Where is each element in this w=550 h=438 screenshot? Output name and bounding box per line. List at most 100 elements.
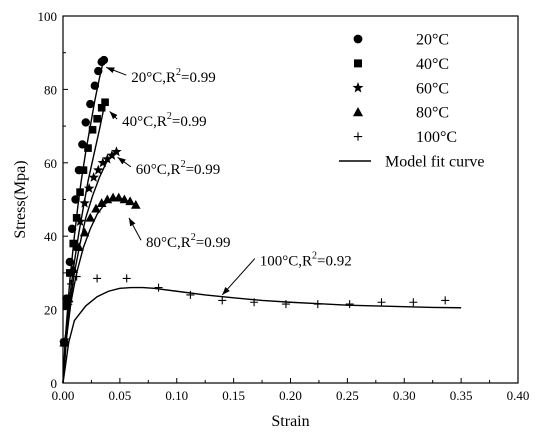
data-point [281, 300, 290, 309]
data-point [91, 203, 101, 213]
legend-label: 80°C [416, 105, 449, 122]
data-point [93, 274, 102, 283]
y-tick-label: 20 [44, 303, 57, 318]
data-point [90, 81, 100, 90]
fit-curves [62, 58, 462, 384]
data-point [93, 114, 101, 123]
data-point [83, 182, 95, 193]
x-tick-label: 0.15 [222, 388, 245, 403]
data-point [111, 146, 122, 157]
legend-marker [353, 34, 363, 44]
x-tick-label: 0.35 [450, 388, 473, 403]
data-point [409, 298, 418, 307]
annotation-label: 20°C,R2=0.99 [131, 67, 215, 86]
data-point [125, 196, 135, 206]
data-point [59, 337, 69, 347]
arrow-head [106, 67, 115, 74]
legend-label: 20°C [416, 32, 449, 49]
legend-label: Model fit curve [385, 154, 485, 171]
annotations: 20°C,R2=0.99 40°C,R2=0.99 60°C,R2=0.99 80°C… [106, 66, 352, 296]
data-point [93, 164, 104, 175]
data-point [345, 300, 354, 309]
y-tick-label: 0 [51, 376, 58, 391]
data-point [122, 274, 131, 283]
axes: 0.00 0.05 0.10 0.15 0.20 0.25 0.30 0.35 0.40 0 20 4… [38, 9, 530, 403]
data-point [63, 293, 74, 303]
legend-label: 100°C [416, 129, 457, 146]
annotation-label: 60°C,R2=0.99 [136, 159, 220, 178]
data-point [65, 257, 75, 267]
data-point [102, 153, 113, 164]
data-point [84, 144, 92, 152]
data-point [68, 264, 79, 274]
data-point [79, 197, 90, 208]
data-point [99, 55, 109, 65]
x-tick-label: 0.40 [507, 388, 530, 403]
data-point [119, 194, 130, 204]
data-point [72, 214, 81, 222]
data-point [66, 279, 75, 288]
data-point [76, 188, 84, 196]
x-tick-label: 0.05 [109, 388, 132, 403]
data-point [79, 166, 88, 174]
y-axis-title: Stress(Mpa) [12, 160, 29, 238]
arrow-head [222, 286, 230, 295]
x-tick-label: 0.20 [279, 388, 302, 403]
y-tick-label: 60 [44, 156, 57, 171]
data-point [113, 192, 124, 202]
data-point [86, 99, 95, 109]
data-point [67, 224, 77, 234]
x-axis-title: Strain [271, 413, 309, 430]
data-point [97, 103, 106, 112]
data-point [218, 296, 227, 305]
legend-marker [353, 132, 363, 141]
data-point [71, 195, 80, 204]
plot-area: 20°C,R2=0.99 40°C,R2=0.99 60°C,R2=0.99 80°C… [58, 15, 519, 384]
data-point [106, 149, 118, 160]
data-points [58, 55, 450, 348]
data-point [79, 227, 90, 237]
data-point [96, 198, 107, 207]
data-point [74, 216, 86, 226]
data-point [186, 290, 195, 299]
data-point [70, 241, 81, 252]
x-tick-label: 0.10 [165, 388, 188, 403]
data-point [85, 212, 96, 222]
arrow-head [109, 111, 118, 120]
data-point [441, 296, 450, 305]
legend-label: 60°C [416, 80, 449, 97]
data-point [63, 298, 72, 307]
legend: 20°C 40°C 60°C 80°C 100°C Model fit curve [339, 32, 485, 171]
fit-curve [62, 102, 106, 384]
annotation-arrow [221, 258, 256, 296]
legend-marker [354, 59, 362, 68]
data-point [88, 125, 97, 134]
data-point [74, 242, 84, 252]
x-tick-label: 0.00 [52, 388, 75, 403]
data-point [72, 272, 81, 281]
annotation-label: 80°C,R2=0.99 [146, 232, 230, 251]
y-tick-label: 40 [44, 229, 57, 244]
fit-curve [62, 286, 462, 384]
data-point [94, 66, 103, 76]
data-point [69, 239, 78, 248]
data-point [101, 98, 109, 107]
y-tick-label: 80 [44, 82, 57, 97]
x-tick-label: 0.25 [336, 388, 359, 403]
data-point [81, 118, 90, 127]
arrow-head [117, 157, 126, 165]
x-tick-label: 0.30 [393, 388, 416, 403]
data-point [154, 283, 163, 292]
annotation-label: 40°C,R2=0.99 [122, 111, 206, 130]
legend-marker [352, 82, 364, 93]
annotation-label: 100°C,R2=0.92 [260, 251, 352, 270]
data-point [61, 334, 70, 343]
data-point [250, 298, 259, 307]
legend-label: 40°C [416, 56, 449, 73]
y-tick-label: 100 [38, 9, 58, 24]
data-point [97, 157, 109, 168]
data-point [131, 200, 141, 209]
arrow-head [128, 217, 136, 227]
legend-marker [352, 106, 364, 117]
